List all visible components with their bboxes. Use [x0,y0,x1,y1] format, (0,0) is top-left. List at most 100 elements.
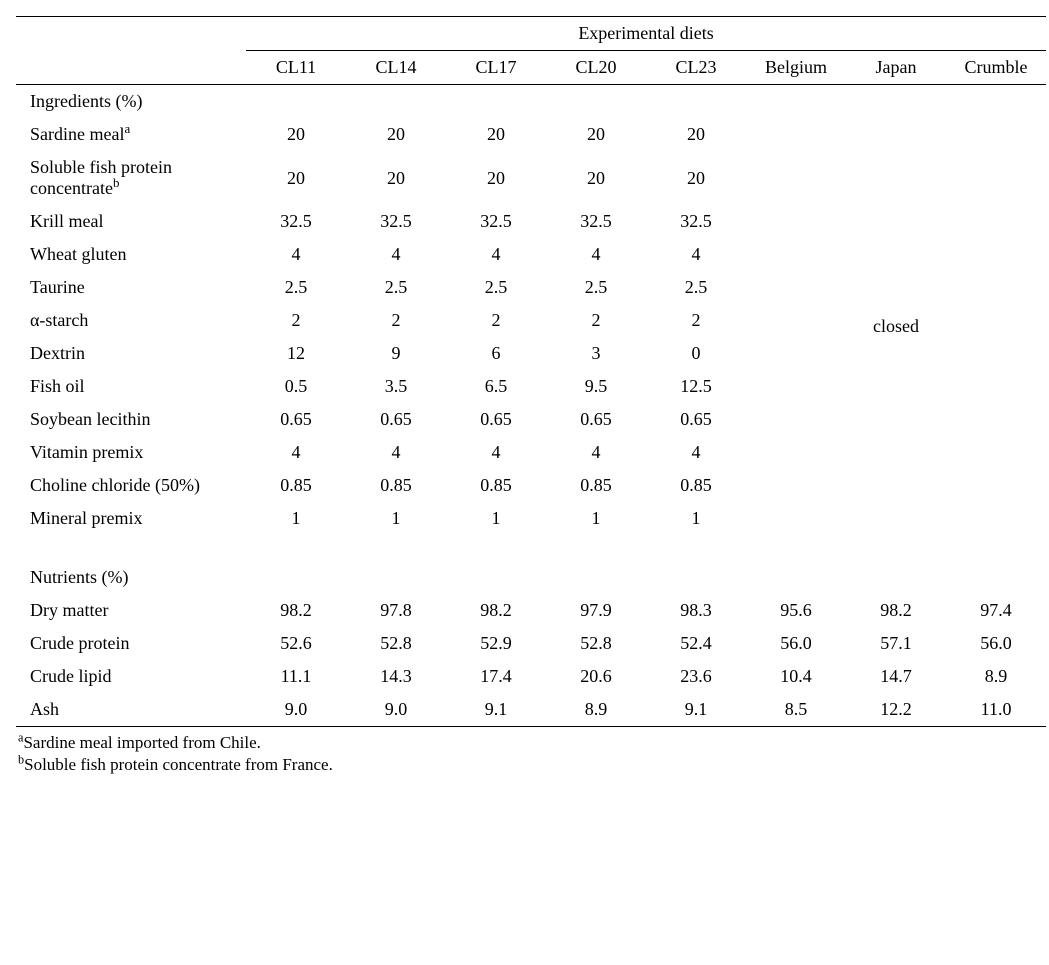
table-cell: 4 [646,436,746,469]
table-row: Crude protein 52.6 52.8 52.9 52.8 52.4 5… [16,627,1046,660]
table-cell: 0.85 [246,469,346,502]
table-cell: 12 [246,337,346,370]
table-cell: 4 [546,238,646,271]
row-label: Fish oil [16,370,246,403]
table-cell: 2 [646,304,746,337]
section-spacer [16,535,1046,561]
table-cell: 20 [346,118,446,151]
table-cell: 20 [546,151,646,205]
table-cell: 20 [346,151,446,205]
table-cell: 20 [246,151,346,205]
table-cell: 32.5 [346,205,446,238]
table-row: Crude lipid 11.1 14.3 17.4 20.6 23.6 10.… [16,660,1046,693]
table-cell: 52.8 [546,627,646,660]
table-cell: 2 [346,304,446,337]
table-cell: 2.5 [346,271,446,304]
table-cell: 57.1 [846,627,946,660]
table-cell: 4 [546,436,646,469]
col-cl14: CL14 [346,51,446,85]
table-cell: 0 [646,337,746,370]
table-cell: 6.5 [446,370,546,403]
table-cell: 11.0 [946,693,1046,727]
row-label: Ash [16,693,246,727]
table-cell: 0.65 [546,403,646,436]
table-cell: 2.5 [246,271,346,304]
table-cell: 0.85 [546,469,646,502]
section-nutrients: Nutrients (%) [16,561,1046,594]
table-cell: 9.0 [246,693,346,727]
table-cell: 0.85 [646,469,746,502]
table-cell: 1 [446,502,546,535]
table-cell: 14.7 [846,660,946,693]
col-cl20: CL20 [546,51,646,85]
table-cell: 2 [446,304,546,337]
footnotes: aSardine meal imported from Chile. bSolu… [16,733,1033,775]
table-cell: 32.5 [246,205,346,238]
header-row-columns: CL11 CL14 CL17 CL20 CL23 Belgium Japan C… [16,51,1046,85]
table-cell: 4 [246,436,346,469]
table-cell: 4 [646,238,746,271]
table-cell: 3 [546,337,646,370]
row-label: Taurine [16,271,246,304]
row-label: Sardine meala [16,118,246,151]
table-cell: 95.6 [746,594,846,627]
table-cell: 0.85 [346,469,446,502]
table-cell: 2.5 [446,271,546,304]
row-label: Wheat gluten [16,238,246,271]
table-cell: 98.2 [446,594,546,627]
table-cell: 20 [646,118,746,151]
row-label: Soybean lecithin [16,403,246,436]
section-ingredients: Ingredients (%) [16,85,1046,119]
table-cell: 98.3 [646,594,746,627]
table-cell: 56.0 [946,627,1046,660]
table-cell: 9.5 [546,370,646,403]
table-cell: 52.4 [646,627,746,660]
section-title-ingredients: Ingredients (%) [16,85,1046,119]
row-label: Dry matter [16,594,246,627]
footnote-b: bSoluble fish protein concentrate from F… [18,755,1033,775]
table-cell: 4 [446,436,546,469]
header-row-group: Experimental diets [16,17,1046,51]
footnote-a: aSardine meal imported from Chile. [18,733,1033,753]
col-crumble: Crumble [946,51,1046,85]
table-cell: 97.9 [546,594,646,627]
row-label: Krill meal [16,205,246,238]
table-cell: 52.6 [246,627,346,660]
table-cell: 0.65 [346,403,446,436]
table-cell: 11.1 [246,660,346,693]
table-cell: 52.9 [446,627,546,660]
table-cell: 1 [546,502,646,535]
table-cell: 52.8 [346,627,446,660]
table-cell: 8.9 [946,660,1046,693]
row-label: Mineral premix [16,502,246,535]
table-cell: 0.65 [246,403,346,436]
table-cell: 20 [646,151,746,205]
diet-table: Experimental diets CL11 CL14 CL17 CL20 C… [16,16,1046,727]
row-label: Choline chloride (50%) [16,469,246,502]
table-cell: 20 [246,118,346,151]
table-cell: 20.6 [546,660,646,693]
table-cell: 6 [446,337,546,370]
table-cell: 32.5 [446,205,546,238]
row-label: Crude protein [16,627,246,660]
table-row: Ash 9.0 9.0 9.1 8.9 9.1 8.5 12.2 11.0 [16,693,1046,727]
table-cell: 3.5 [346,370,446,403]
table-cell: 14.3 [346,660,446,693]
table-cell: 0.5 [246,370,346,403]
table-cell: 9.1 [446,693,546,727]
table-cell: 12.5 [646,370,746,403]
table-cell: 97.4 [946,594,1046,627]
table-cell: 4 [346,436,446,469]
column-group-label: Experimental diets [246,17,1046,51]
table-cell: 8.5 [746,693,846,727]
table-cell: 32.5 [546,205,646,238]
col-cl17: CL17 [446,51,546,85]
row-label: Soluble fish protein concentrateb [16,151,246,205]
table-cell: 20 [446,151,546,205]
table-cell: 8.9 [546,693,646,727]
table-cell: 12.2 [846,693,946,727]
table-cell: 9.1 [646,693,746,727]
table-cell: 4 [446,238,546,271]
table-cell: 9.0 [346,693,446,727]
closed-cell: closed [746,118,1046,535]
